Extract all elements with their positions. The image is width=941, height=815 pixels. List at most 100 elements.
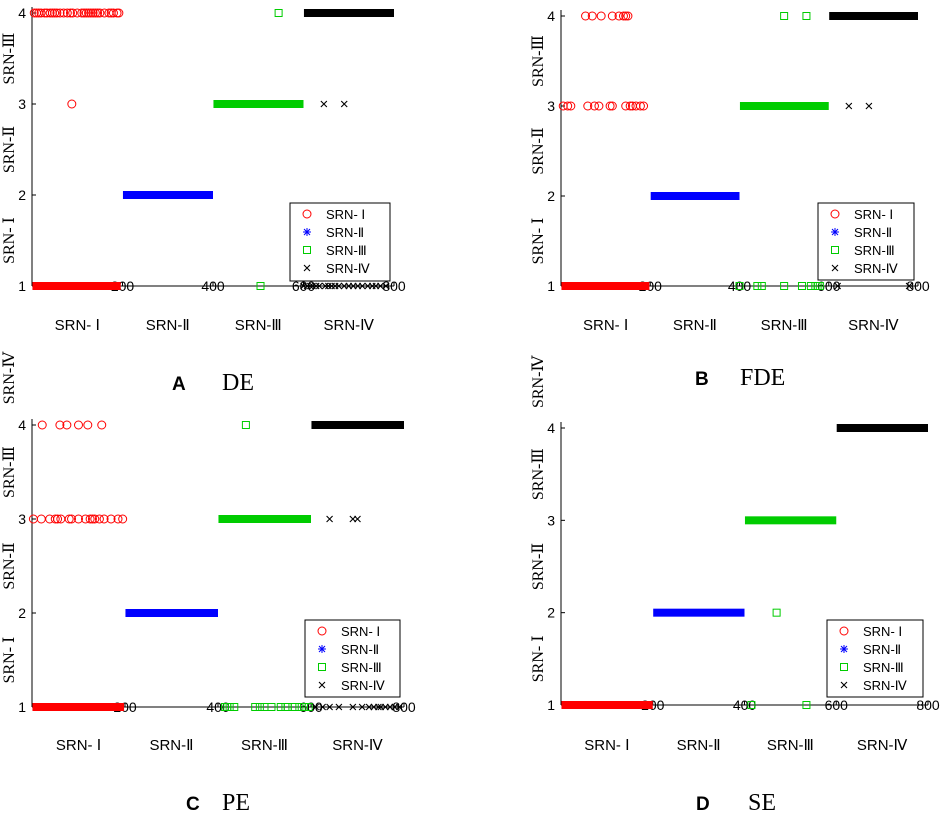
- data-point: [306, 282, 314, 290]
- data-point: [321, 282, 329, 290]
- data-band: [213, 100, 304, 108]
- legend-marker: [318, 681, 326, 689]
- data-band: [653, 608, 745, 617]
- series-1: [29, 8, 124, 290]
- data-point: [797, 282, 806, 290]
- panel-letter: A: [172, 374, 186, 395]
- legend: SRN- Ⅰ SRN-Ⅱ SRN-Ⅲ SRN-Ⅳ: [817, 202, 915, 281]
- legend-marker: [303, 228, 311, 236]
- data-point: [65, 8, 75, 18]
- data-point: [72, 8, 82, 18]
- data-point: [319, 703, 327, 711]
- y-tick-label: 4: [18, 417, 26, 433]
- series-2: [653, 608, 745, 617]
- data-point: [95, 8, 105, 18]
- data-band: [561, 282, 650, 290]
- x-category-label: SRN-Ⅱ: [149, 737, 193, 754]
- data-point: [256, 282, 265, 290]
- data-point: [623, 11, 633, 21]
- legend-label: SRN- Ⅰ: [326, 207, 365, 222]
- legend-label: SRN-Ⅳ: [854, 261, 898, 276]
- data-point: [757, 282, 766, 290]
- data-point: [802, 701, 811, 709]
- y-category-label: SRN-Ⅱ: [1, 542, 18, 589]
- legend-marker: [840, 681, 848, 689]
- data-point: [55, 420, 65, 430]
- legend-marker: [302, 209, 312, 219]
- data-point: [255, 703, 264, 711]
- legend-marker: [831, 264, 839, 272]
- legend: SRN- Ⅰ SRN-Ⅱ SRN-Ⅲ SRN-Ⅳ: [826, 619, 924, 698]
- data-point: [865, 102, 873, 110]
- data-point: [607, 101, 617, 111]
- x-category-label: SRN-Ⅳ: [848, 317, 899, 334]
- data-point: [320, 100, 328, 108]
- data-point: [62, 420, 72, 430]
- y-category-label: SRN- Ⅰ: [530, 635, 547, 682]
- x-category-label: SRN-Ⅱ: [673, 317, 717, 334]
- x-category-label: SRN-Ⅲ: [761, 317, 808, 334]
- data-point: [354, 515, 361, 523]
- data-point: [74, 420, 83, 430]
- data-point: [772, 608, 781, 617]
- data-point: [241, 421, 250, 429]
- legend-label: SRN-Ⅲ: [854, 243, 895, 258]
- data-point: [88, 8, 98, 18]
- x-category-label: SRN- Ⅰ: [56, 737, 101, 754]
- legend-label: SRN-Ⅲ: [341, 660, 382, 675]
- data-point: [274, 9, 283, 17]
- x-tick-label: 800: [382, 278, 406, 294]
- data-point: [225, 703, 234, 711]
- data-point: [50, 514, 60, 524]
- y-tick-label: 4: [547, 420, 555, 436]
- data-point: [358, 703, 366, 711]
- y-tick-label: 1: [547, 697, 555, 713]
- data-point: [80, 514, 90, 524]
- series-3: [735, 12, 829, 290]
- panel-name: PE: [222, 790, 250, 815]
- legend-label: SRN-Ⅳ: [326, 261, 370, 276]
- data-point: [83, 420, 93, 430]
- data-band: [32, 703, 125, 711]
- x-tick-label: 800: [916, 697, 940, 713]
- data-point: [106, 514, 116, 524]
- data-point: [395, 703, 403, 711]
- data-point: [251, 703, 260, 711]
- series-2: [125, 609, 218, 617]
- legend-marker: [831, 246, 839, 254]
- legend: SRN- Ⅰ SRN-Ⅱ SRN-Ⅲ SRN-Ⅳ: [289, 202, 391, 282]
- data-point: [625, 101, 635, 111]
- x-category-label: SRN- Ⅰ: [55, 317, 100, 334]
- legend-marker: [840, 663, 848, 671]
- data-point: [113, 514, 123, 524]
- data-point: [304, 703, 313, 711]
- data-point: [621, 11, 631, 21]
- data-point: [566, 101, 576, 111]
- data-point: [607, 11, 617, 21]
- data-point: [802, 12, 811, 20]
- x-tick-label: 400: [733, 697, 757, 713]
- y-tick-label: 1: [18, 278, 26, 294]
- legend-label: SRN-Ⅲ: [326, 243, 367, 258]
- data-point: [315, 282, 323, 290]
- series-4: [311, 421, 404, 711]
- data-band: [829, 12, 918, 20]
- data-point: [780, 12, 789, 20]
- data-point: [90, 514, 100, 524]
- data-point: [377, 282, 384, 290]
- x-category-label: SRN-Ⅲ: [767, 737, 814, 754]
- data-point: [67, 99, 77, 109]
- legend-label: SRN- Ⅰ: [341, 624, 380, 639]
- legend-marker: [303, 264, 311, 272]
- data-point: [635, 101, 645, 111]
- legend-label: SRN-Ⅲ: [863, 660, 904, 675]
- x-category-label: SRN- Ⅰ: [583, 317, 628, 334]
- data-point: [55, 8, 65, 18]
- data-point: [735, 282, 744, 290]
- series-4: [300, 9, 394, 290]
- panel-letter: C: [186, 794, 200, 815]
- data-band: [218, 515, 311, 523]
- data-band: [303, 9, 394, 17]
